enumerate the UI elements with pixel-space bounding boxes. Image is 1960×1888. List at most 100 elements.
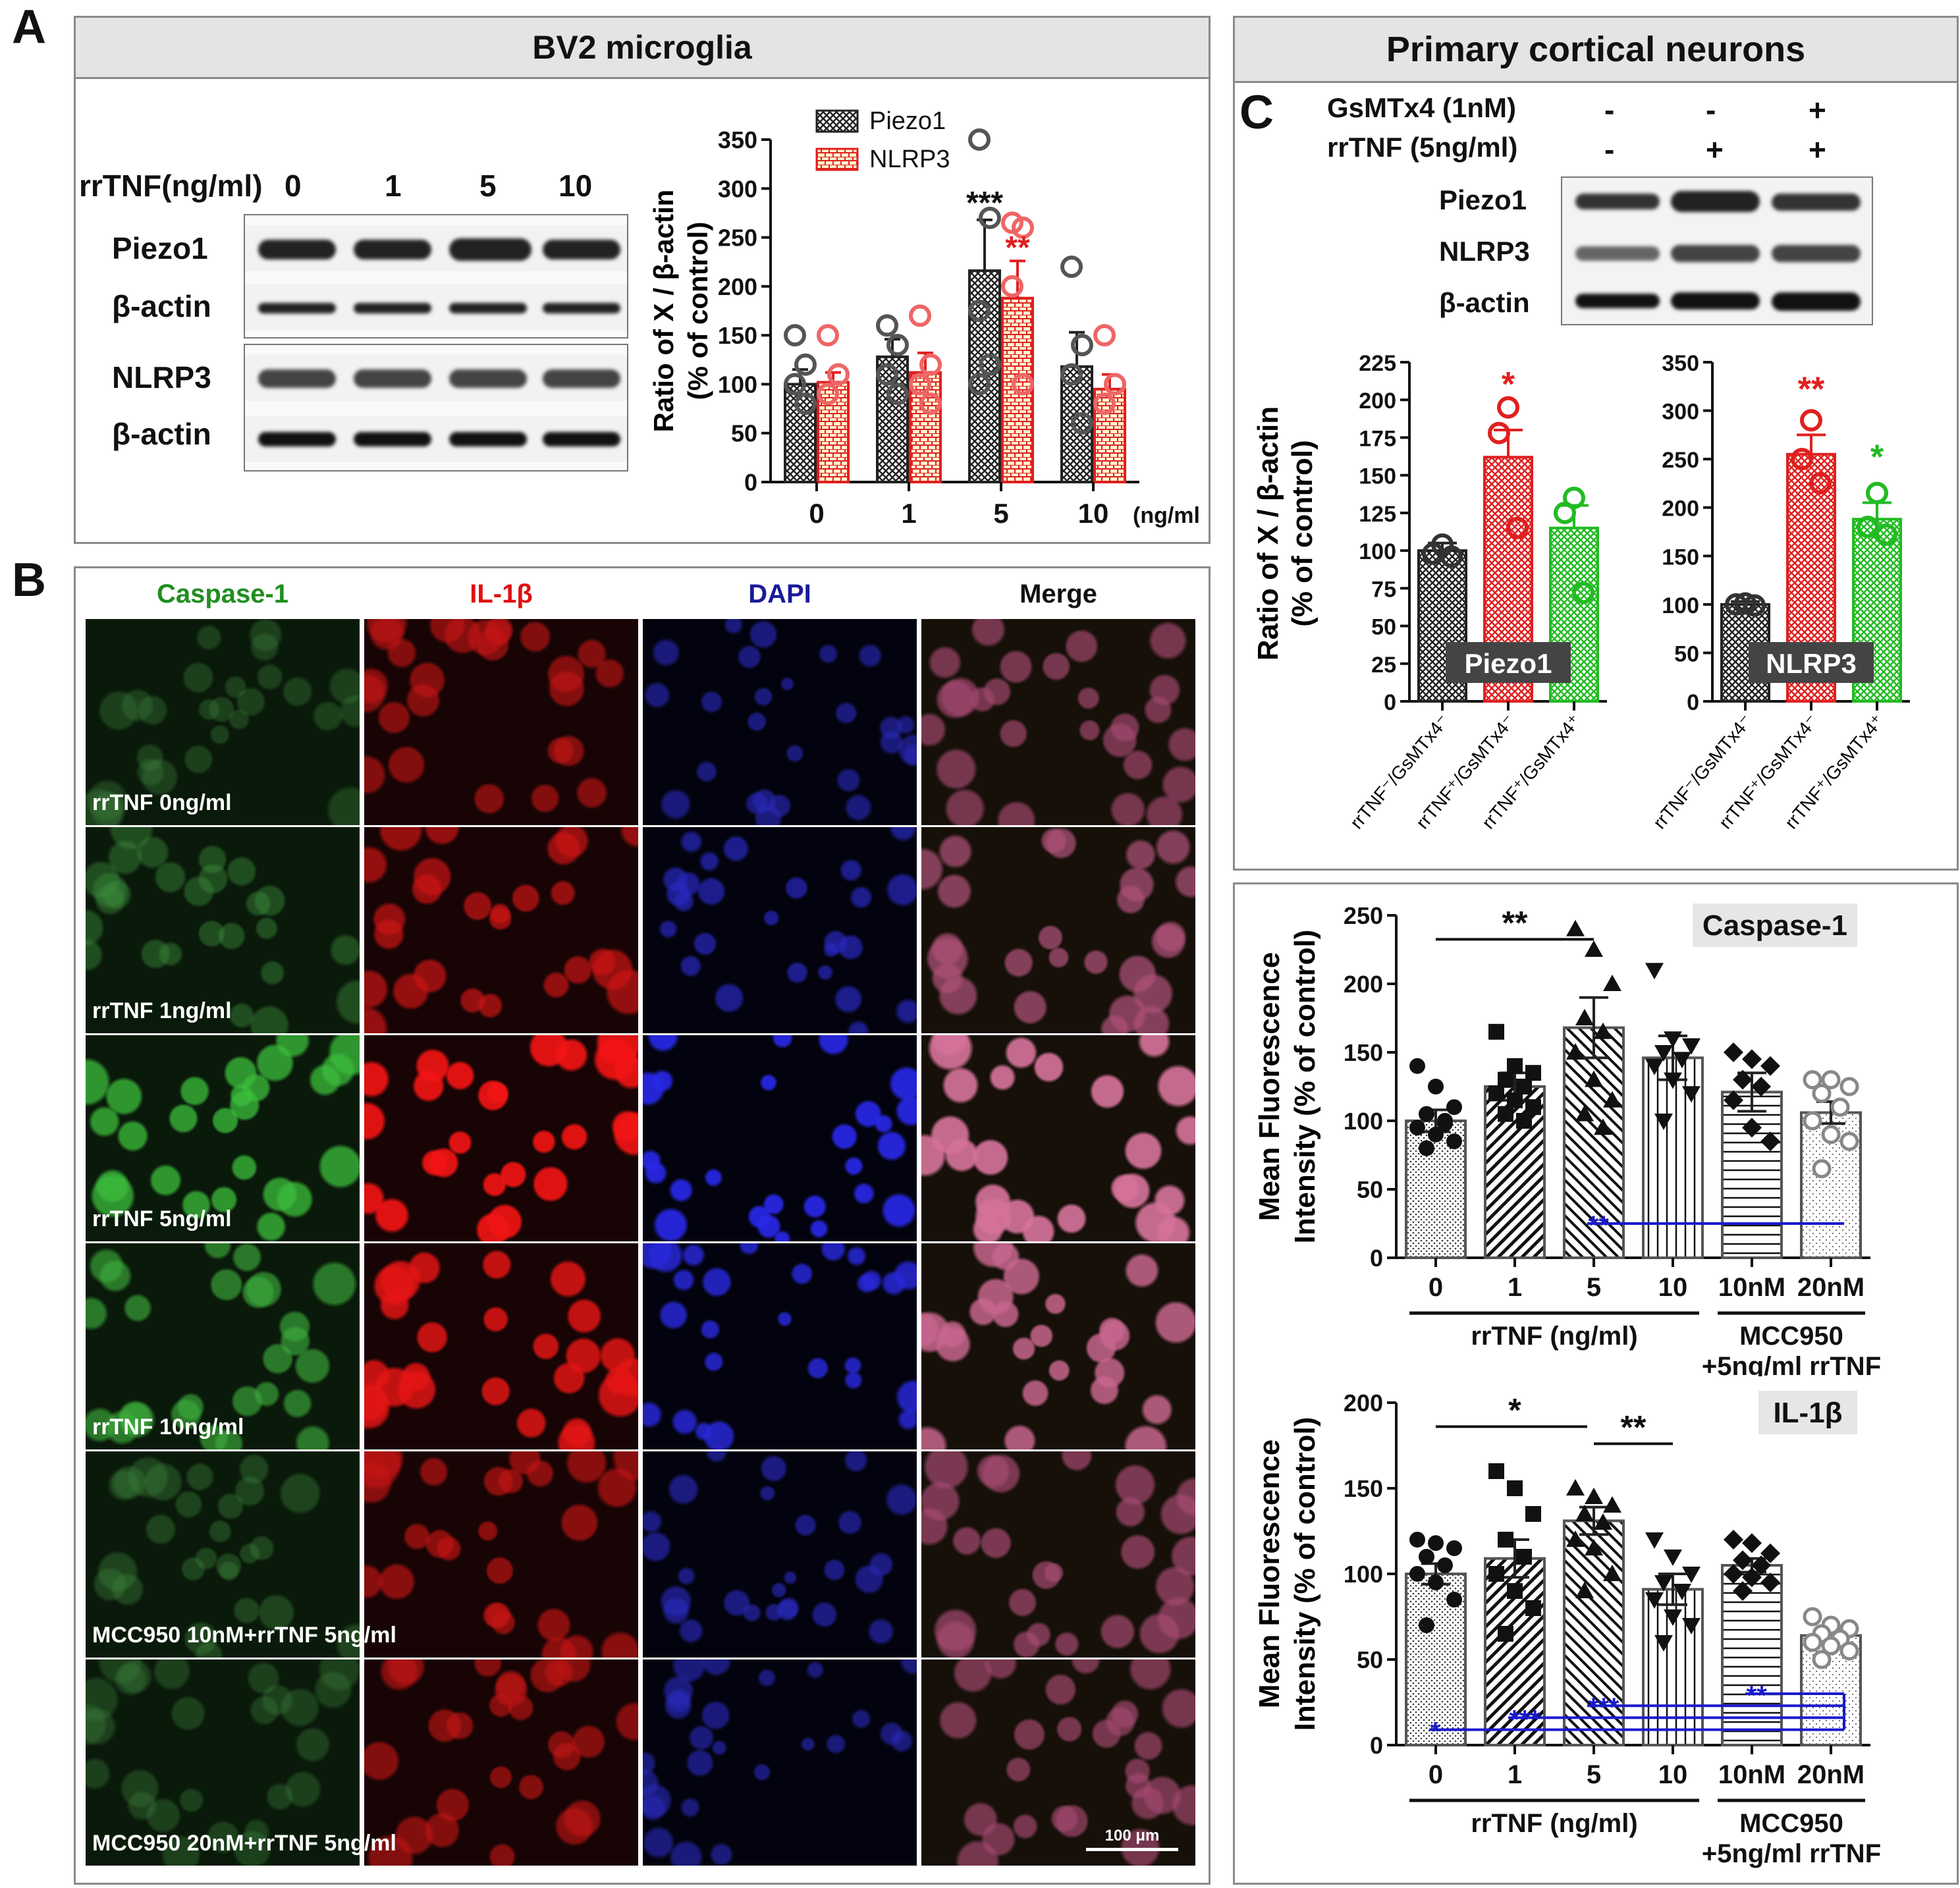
y-tick-label: 0 — [1384, 690, 1396, 715]
data-point — [1419, 1617, 1434, 1633]
data-point — [1839, 1641, 1859, 1661]
data-point — [1104, 373, 1126, 396]
y-tick-label: 100 — [1662, 593, 1699, 618]
blot-a-frame-1 — [244, 214, 628, 338]
band — [449, 369, 527, 388]
data-point — [1498, 1626, 1513, 1642]
blot-a-frame-2 — [244, 344, 628, 472]
data-point — [1682, 1086, 1701, 1103]
condition-label: rrTNF 1ng/ml — [92, 998, 232, 1023]
data-point — [1446, 1099, 1462, 1116]
micrograph-2-1: rrTNF 1ng/ml — [86, 827, 360, 1033]
data-point — [1093, 324, 1116, 347]
y-tick-label: 0 — [1370, 1245, 1383, 1272]
y-tick-label: 150 — [1344, 1475, 1383, 1502]
y-tick-label: 50 — [1357, 1176, 1383, 1203]
micrograph-6-3 — [643, 1659, 917, 1866]
data-point — [1428, 1126, 1444, 1143]
dose-10: 10 — [558, 169, 593, 203]
y-tick-label: 200 — [1359, 389, 1396, 414]
y-tick-label: 100 — [718, 371, 757, 398]
scale-bar-label: 100 μm — [1086, 1827, 1178, 1851]
col-head-dapi: DAPI — [748, 580, 811, 608]
blot-c-frame — [1561, 176, 1873, 325]
data-point — [1733, 1581, 1753, 1601]
y-tick-label: 200 — [1662, 497, 1699, 522]
sign: + — [1809, 132, 1826, 167]
x-tick-label: 10 — [1078, 498, 1109, 529]
data-point — [784, 324, 806, 347]
data-point — [784, 373, 806, 396]
data-point — [1664, 1072, 1682, 1089]
blot-row — [245, 225, 627, 271]
band — [543, 240, 620, 259]
y-tick-label: 300 — [1662, 400, 1699, 425]
band — [1575, 194, 1660, 209]
y-tick-label: 250 — [1662, 448, 1699, 473]
band — [354, 240, 431, 259]
data-point — [1446, 1133, 1462, 1150]
data-point — [1830, 1097, 1850, 1117]
data-point — [1654, 1045, 1673, 1062]
data-point — [1645, 963, 1664, 980]
micrograph-4-4 — [921, 1243, 1195, 1449]
data-point — [1809, 472, 1832, 495]
data-point — [1594, 1513, 1612, 1530]
inlay-box — [1758, 1391, 1857, 1434]
data-point — [1012, 216, 1034, 239]
data-point — [919, 392, 942, 416]
micrograph-4-3 — [643, 1243, 917, 1449]
blue-sig-star: * — [1429, 1717, 1441, 1746]
bar-nlrp3-1 — [909, 371, 942, 483]
y-tick-label: 100 — [1359, 539, 1396, 564]
data-point — [1001, 275, 1023, 298]
blot-c-label-piezo1: Piezo1 — [1439, 184, 1527, 215]
data-point — [817, 324, 839, 347]
data-point — [1071, 334, 1093, 356]
bar-il1b-4 — [1721, 1564, 1783, 1746]
data-point — [1760, 1543, 1780, 1563]
band — [258, 369, 336, 388]
condition-label: rrTNF 0ng/ml — [92, 790, 232, 815]
sig-star: * — [1508, 1391, 1521, 1428]
band — [1671, 245, 1760, 262]
bar-nlrp3-10 — [1093, 387, 1126, 483]
data-point — [1839, 1131, 1859, 1151]
data-point — [1654, 1114, 1673, 1130]
band — [354, 369, 431, 388]
sign: + — [1706, 132, 1724, 167]
y-tick-label: 0 — [744, 469, 757, 496]
x-tick-label: 10 — [1658, 1273, 1688, 1302]
micrograph-2-2 — [364, 827, 638, 1033]
data-point — [1419, 1106, 1434, 1122]
inlay-label: Caspase-1 — [1702, 909, 1847, 942]
x-tick-label: 0 — [809, 498, 824, 529]
data-point — [909, 304, 931, 327]
data-point — [979, 206, 1001, 229]
data-point — [1594, 1022, 1612, 1039]
data-point — [1603, 975, 1621, 991]
group-label: rrTNF (ng/ml) — [1471, 1809, 1637, 1838]
data-point — [1760, 1573, 1780, 1592]
data-point — [1497, 396, 1519, 419]
x-tick-label: 0 — [1429, 1760, 1443, 1789]
data-point — [919, 353, 942, 376]
data-point — [876, 363, 898, 386]
data-point — [1409, 1058, 1425, 1074]
data-point — [1603, 1565, 1621, 1581]
x-tick-label: 0 — [1429, 1273, 1443, 1302]
y-tick-label: 100 — [1344, 1108, 1383, 1135]
micrograph-3-3 — [643, 1035, 917, 1241]
scale-bar: 100 μm — [1086, 1827, 1178, 1851]
band — [1575, 246, 1660, 261]
data-point — [1419, 1549, 1434, 1565]
micrograph-4-1: rrTNF 10ng/ml — [86, 1243, 360, 1449]
y-tick-label: 350 — [1662, 351, 1699, 376]
panel-letter-a: A — [12, 1, 46, 53]
band — [1772, 194, 1861, 211]
group-label: MCC950 — [1739, 1809, 1843, 1838]
x-tick-label: 5 — [1587, 1760, 1601, 1789]
data-point — [1409, 1532, 1425, 1548]
data-point — [1440, 545, 1463, 568]
data-point — [1603, 1091, 1621, 1108]
